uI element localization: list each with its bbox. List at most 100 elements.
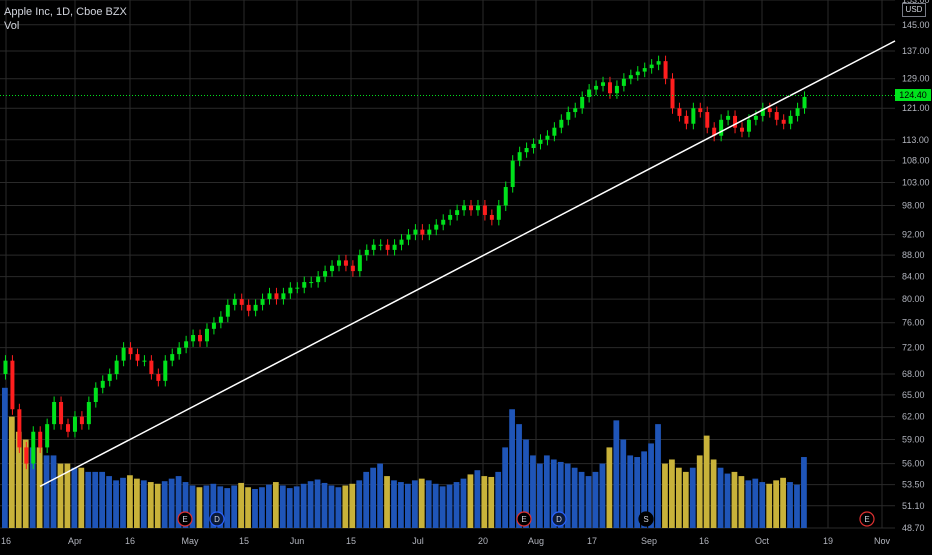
candle-body	[191, 335, 196, 342]
candle-body	[218, 316, 223, 323]
candle-body	[170, 354, 175, 361]
volume-bar	[161, 481, 168, 528]
candle-body	[649, 64, 654, 69]
volume-bar	[703, 435, 710, 528]
candle-body	[614, 85, 619, 94]
volume-bar	[286, 488, 293, 528]
candle-body	[746, 119, 751, 132]
trendline	[39, 40, 896, 488]
volume-indicator-label[interactable]: Vol	[4, 20, 20, 32]
candle-body	[684, 115, 689, 124]
volume-bar	[106, 476, 112, 528]
candle-body	[420, 229, 425, 235]
volume-bar	[78, 467, 85, 528]
event-dividend-icon[interactable]: D	[551, 511, 567, 527]
volume-bar	[203, 485, 210, 528]
legend: Apple Inc, 1D, Cboe BZX Vol	[4, 5, 127, 33]
candle-body	[156, 374, 161, 381]
candle-body	[364, 249, 369, 256]
candle-body	[719, 119, 724, 136]
price-tick-label: 62.00	[902, 412, 925, 422]
candle-body	[107, 374, 112, 381]
volume-bar	[502, 447, 509, 528]
price-tick-label: 103.00	[902, 178, 930, 188]
volume-bar	[599, 463, 606, 528]
candle-body	[552, 127, 557, 136]
volume-bar	[474, 470, 481, 528]
event-split-icon[interactable]: S	[638, 511, 654, 527]
volume-bar	[662, 463, 668, 528]
candle-body	[128, 347, 133, 355]
price-tick-label: 145.00	[902, 20, 930, 30]
volume-bar	[363, 471, 370, 528]
candle-body	[517, 152, 522, 161]
candle-body	[79, 416, 84, 425]
candle-body	[795, 108, 800, 116]
event-label: D	[214, 515, 220, 524]
price-tick-label: 121.00	[902, 103, 930, 113]
candle-body	[698, 108, 703, 113]
volume-bar	[231, 485, 238, 528]
volume-bar	[134, 478, 140, 528]
price-tick-label: 56.00	[902, 459, 925, 469]
candle-body	[239, 299, 244, 305]
volume-bar	[543, 455, 550, 528]
currency-tag[interactable]: USD	[902, 3, 926, 17]
candle-body	[580, 96, 585, 109]
time-tick-label: Sep	[641, 536, 657, 546]
volume-bar	[696, 455, 703, 528]
price-tick-label: 98.00	[902, 200, 925, 210]
candle-body	[753, 115, 758, 120]
volume-bar	[641, 451, 647, 528]
volume-bar	[92, 471, 99, 528]
event-label: E	[521, 515, 526, 524]
volume-bar	[439, 486, 446, 528]
candle-body	[628, 75, 633, 79]
volume-bar	[557, 461, 564, 528]
volume-bar	[571, 467, 578, 528]
volume-bar	[481, 476, 488, 528]
volume-bar	[446, 484, 453, 528]
event-earnings-icon[interactable]: E	[177, 511, 193, 527]
volume-bar	[655, 424, 661, 528]
event-dividend-icon[interactable]: D	[209, 511, 225, 527]
volume-bar	[307, 481, 314, 528]
symbol-title[interactable]: Apple Inc, 1D, Cboe BZX	[4, 6, 127, 18]
time-axis-ticks: 16 Apr 16 May 15 Jun 15 Jul 20 Aug 17 Sep 16 Oct 19 Nov	[1, 536, 891, 546]
volume-bar	[509, 409, 515, 528]
event-earnings-icon[interactable]: E	[516, 511, 532, 527]
current-price-tag: 124.40	[895, 89, 931, 102]
volume-bar	[182, 482, 189, 528]
volume-bar	[578, 471, 585, 528]
price-tick-label: 76.00	[902, 318, 925, 328]
candle-body	[24, 447, 29, 464]
volume-bar	[391, 480, 397, 528]
candle-body	[705, 112, 710, 128]
volume-bar	[682, 471, 689, 528]
event-label: E	[864, 515, 869, 524]
time-tick-label: 15	[346, 536, 356, 546]
volume-bar	[120, 477, 126, 528]
candle-body	[184, 341, 189, 348]
event-earnings-icon[interactable]: E	[859, 511, 875, 527]
candle-body	[211, 322, 216, 329]
event-circle	[209, 511, 225, 527]
volume-bar	[300, 483, 307, 528]
volume-bar	[266, 484, 272, 528]
candle-body	[788, 115, 793, 124]
candle-body	[594, 85, 599, 90]
volume-bar	[71, 467, 78, 528]
event-label: S	[643, 515, 648, 524]
candle-body	[573, 108, 578, 113]
time-tick-label: May	[181, 536, 199, 546]
candle-body	[121, 347, 126, 361]
candle-body	[587, 89, 592, 97]
volume-bar	[252, 488, 258, 528]
candle-body	[441, 219, 446, 225]
candle-body	[86, 401, 91, 425]
candle-body	[336, 260, 341, 266]
candle-body	[406, 234, 411, 240]
